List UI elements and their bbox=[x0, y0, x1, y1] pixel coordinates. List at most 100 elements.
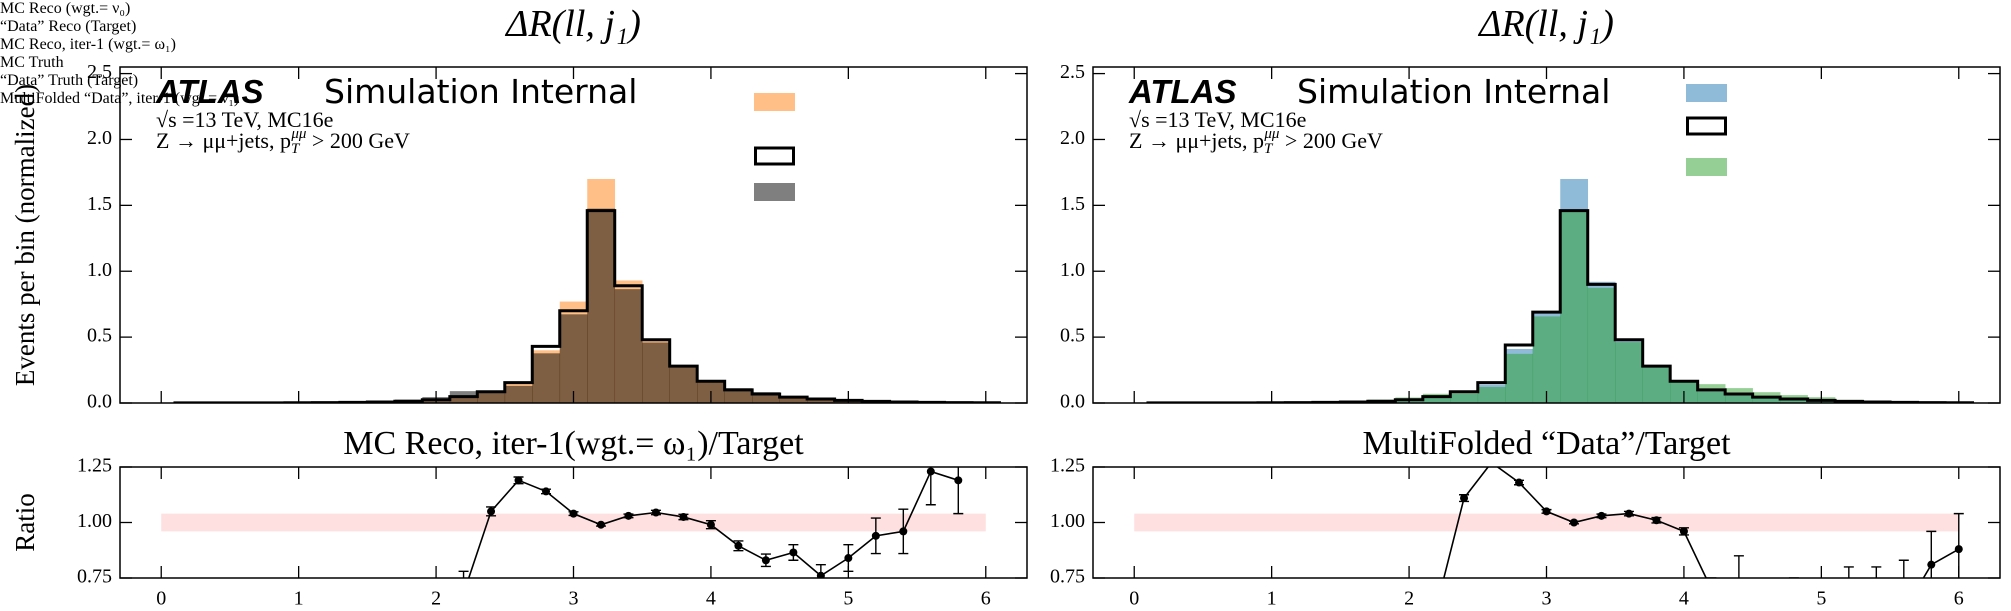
ratio-point bbox=[1569, 518, 1578, 527]
ratio-point bbox=[596, 520, 605, 529]
error-bar bbox=[1871, 566, 1882, 578]
y-tick-label: 1.0 bbox=[87, 259, 112, 281]
ratio-point bbox=[706, 520, 715, 529]
x-tick-label: 2 bbox=[431, 588, 441, 610]
legend-label: MC Truth bbox=[0, 54, 64, 71]
histogram-bar bbox=[1422, 393, 1451, 403]
histogram-bar bbox=[614, 289, 643, 403]
chart-title: ΔR(ll, j₁) bbox=[504, 3, 641, 45]
x-tick-label: 3 bbox=[569, 588, 579, 610]
ratio-point bbox=[789, 548, 798, 557]
selection-text: > 200 GeV bbox=[1279, 128, 1383, 153]
chart-title: ΔR(ll, j₁) bbox=[1477, 3, 1614, 45]
x-tick-label: 2 bbox=[1404, 588, 1414, 610]
plot-area bbox=[1146, 179, 1975, 403]
legend-label: “Data” Truth (Target) bbox=[0, 72, 139, 89]
x-tick-label: 6 bbox=[981, 588, 991, 610]
ratio-point bbox=[1515, 478, 1524, 487]
ratio-point bbox=[1927, 560, 1936, 569]
selection-text: Z → μμ+jets, p bbox=[1129, 128, 1264, 153]
x-tick-label: 6 bbox=[1954, 588, 1964, 610]
energy-label: √s =13 TeV, MC16e bbox=[1129, 107, 1306, 132]
ratio-point bbox=[954, 476, 963, 485]
legend-swatch bbox=[1686, 116, 1727, 136]
histogram-bar bbox=[559, 314, 588, 403]
y-tick-label: 0.0 bbox=[1060, 391, 1085, 413]
y-tick-label: 0.75 bbox=[77, 566, 112, 588]
experiment-label: ATLAS bbox=[155, 73, 264, 110]
histogram-bar bbox=[1532, 316, 1561, 403]
y-tick-label: 1.25 bbox=[1050, 455, 1085, 477]
uncertainty-band bbox=[1134, 513, 1959, 532]
ratio-point bbox=[1652, 516, 1661, 525]
y-tick-label: 1.00 bbox=[1050, 510, 1085, 532]
x-tick-label: 3 bbox=[1542, 588, 1552, 610]
legend-label: MC Reco (wgt.= ν₀) bbox=[0, 0, 131, 17]
y-tick-label: 2.0 bbox=[1060, 127, 1085, 149]
y-tick-label: 0.75 bbox=[1050, 566, 1085, 588]
ratio-point bbox=[926, 467, 935, 476]
ratio-point bbox=[487, 507, 496, 516]
x-tick-label: 1 bbox=[1267, 588, 1277, 610]
plot-area bbox=[161, 467, 986, 578]
ratio-point bbox=[1624, 509, 1633, 518]
y-tick-label: 1.5 bbox=[87, 193, 112, 215]
experiment-label: ATLAS bbox=[1128, 73, 1237, 110]
histogram-bar bbox=[504, 385, 533, 403]
legend-swatch bbox=[1686, 84, 1727, 102]
ratio-point bbox=[1542, 507, 1551, 516]
legend-label: “Data” Reco (Target) bbox=[0, 18, 137, 35]
histogram-bar bbox=[1477, 386, 1506, 403]
histogram-bar bbox=[1725, 388, 1753, 403]
y-tick-label: 2.5 bbox=[87, 61, 112, 83]
error-bar bbox=[458, 570, 469, 578]
ratio-line bbox=[1443, 467, 1960, 578]
ratio-point bbox=[761, 556, 770, 565]
ratio-point bbox=[734, 541, 743, 550]
ratio-point bbox=[569, 509, 578, 518]
histogram-bar bbox=[1587, 287, 1616, 403]
energy-label: √s =13 TeV, MC16e bbox=[156, 107, 333, 132]
y-tick-label: 1.25 bbox=[77, 455, 112, 477]
x-tick-label: 4 bbox=[706, 588, 716, 610]
error-bar bbox=[1733, 555, 1744, 578]
legend-swatch bbox=[754, 146, 795, 166]
ratio-point bbox=[1597, 511, 1606, 520]
selection-subscript: T bbox=[291, 141, 301, 157]
x-tick-label: 0 bbox=[156, 588, 166, 610]
y-tick-label: 1.5 bbox=[1060, 193, 1085, 215]
ratio-point bbox=[844, 554, 853, 563]
selection-subscript: T bbox=[1264, 141, 1274, 157]
selection-label: Z → μμ+jets, pTμμ > 200 GeV bbox=[156, 126, 410, 157]
y-axis-label: Events per bin (normalized) bbox=[10, 84, 40, 386]
x-tick-label: 5 bbox=[843, 588, 853, 610]
selection-text: Z → μμ+jets, p bbox=[156, 128, 291, 153]
histogram-bar bbox=[477, 392, 506, 403]
histogram-bar bbox=[724, 388, 753, 403]
status-label: Simulation Internal bbox=[1297, 72, 1610, 111]
error-bar bbox=[1898, 559, 1909, 578]
histogram-bar bbox=[1560, 210, 1589, 403]
legend-swatch bbox=[1686, 158, 1727, 176]
histogram-bar bbox=[587, 208, 616, 403]
ratio-point bbox=[542, 487, 551, 496]
ratio-point bbox=[651, 508, 660, 517]
y-tick-label: 1.00 bbox=[77, 510, 112, 532]
x-tick-label: 4 bbox=[1679, 588, 1689, 610]
y-axis-label: Ratio bbox=[10, 493, 40, 552]
x-tick-label: 1 bbox=[294, 588, 304, 610]
ratio-point bbox=[514, 476, 523, 485]
plot-area bbox=[1134, 467, 1964, 578]
legend-swatch bbox=[754, 93, 795, 111]
selection-text: > 200 GeV bbox=[306, 128, 410, 153]
x-tick-label: 5 bbox=[1816, 588, 1826, 610]
error-bar bbox=[1843, 566, 1854, 578]
histogram-bar bbox=[669, 367, 698, 403]
ratio-point bbox=[1954, 545, 1963, 554]
ratio-point bbox=[679, 512, 688, 521]
histogram-bar bbox=[752, 392, 780, 403]
y-tick-label: 0.5 bbox=[1060, 325, 1085, 347]
x-tick-label: 0 bbox=[1129, 588, 1139, 610]
y-tick-label: 0.5 bbox=[87, 325, 112, 347]
